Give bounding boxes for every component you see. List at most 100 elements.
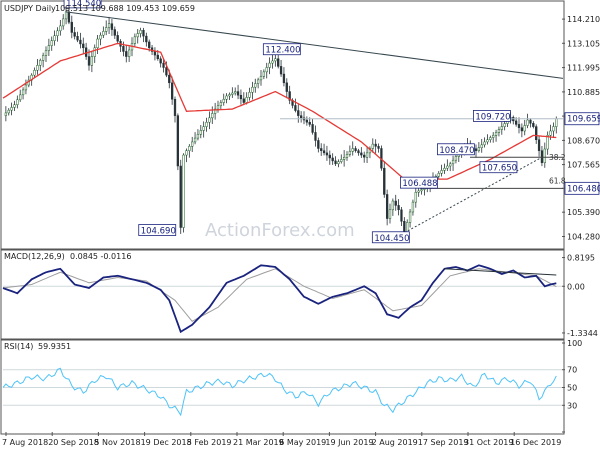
x-tick-label: 7 Aug 2018 — [2, 438, 48, 447]
macd-trendline — [444, 268, 557, 276]
candle-body — [254, 83, 257, 88]
annotation-box — [371, 231, 410, 244]
candle-body — [282, 73, 286, 84]
candle-body — [297, 110, 300, 116]
candle-body — [225, 95, 228, 100]
candle-body — [219, 102, 223, 107]
candle-body — [546, 135, 549, 150]
candle-body — [99, 34, 102, 40]
candle-body — [408, 211, 412, 223]
level-label: 106.480 — [567, 184, 600, 194]
candle-body — [406, 222, 409, 234]
candle-body — [317, 140, 320, 149]
level-label-box — [564, 181, 600, 195]
candle-body — [251, 86, 254, 93]
candle-body — [417, 190, 420, 193]
candle-body — [176, 115, 180, 167]
candle-body — [451, 159, 455, 165]
candle-body — [96, 38, 99, 49]
candle-body — [10, 107, 13, 111]
annotation-label: 114.540 — [66, 0, 101, 9]
candle-body — [480, 144, 483, 149]
candle-body — [142, 30, 145, 37]
candle-body — [268, 62, 271, 68]
candle-body — [383, 167, 386, 195]
candle-body — [325, 152, 329, 156]
candle-body — [16, 99, 19, 105]
candle-body — [122, 46, 125, 52]
rsi-y-tick-label: 100 — [567, 339, 582, 348]
price-y-tick-label: 111.995 — [567, 64, 600, 73]
candle-body — [165, 67, 168, 76]
candle-body — [36, 65, 39, 71]
candle-body — [216, 105, 220, 110]
candle-body — [532, 123, 535, 127]
candle-body — [351, 148, 354, 152]
candle-body — [82, 43, 85, 49]
candle-body — [446, 165, 449, 169]
price-title: USDJPY Daily — [4, 4, 56, 13]
watermark: ActionForex.com — [205, 220, 355, 241]
rsi-y-tick-label: 50 — [567, 384, 577, 393]
candle-body — [503, 123, 506, 127]
candle-body — [489, 137, 492, 140]
candle-body — [191, 141, 194, 147]
candle-body — [153, 51, 157, 56]
candle-body — [145, 35, 148, 43]
macd-line — [2, 264, 557, 334]
candle-body — [19, 94, 22, 101]
candle-body — [523, 125, 526, 132]
annotation-label: 107.650 — [482, 164, 517, 174]
candle-body — [337, 161, 340, 165]
candle-body — [116, 35, 119, 42]
candle-body — [188, 146, 191, 151]
x-tick-label: 19 Dec 2018 — [141, 438, 192, 447]
candle-body — [328, 154, 331, 159]
candle-body — [285, 82, 288, 92]
level-label: 109.659 — [567, 115, 600, 125]
annotation-box — [63, 0, 102, 9]
macd-y-tick-label: 0.8195 — [567, 254, 595, 263]
candle-body — [222, 98, 225, 103]
candle-body — [39, 60, 42, 66]
candle-body — [168, 74, 171, 84]
candle-body — [185, 150, 188, 156]
price-y-tick-label: 114.210 — [567, 15, 600, 24]
rsi-y-tick-label: 70 — [567, 366, 577, 375]
price-y-tick-label: 110.885 — [567, 88, 600, 97]
candle-body — [33, 69, 36, 76]
candle-body — [397, 205, 400, 211]
candle-body — [170, 82, 174, 100]
candle-body — [173, 98, 177, 116]
candle-body — [517, 124, 521, 128]
candle-body — [47, 45, 51, 51]
candle-body — [70, 21, 73, 33]
candle-body — [262, 71, 266, 77]
candle-body — [41, 55, 45, 61]
annotation-box — [472, 110, 511, 122]
candle-body — [474, 148, 478, 151]
candle-body — [440, 170, 443, 174]
support-trendline — [404, 156, 543, 234]
rsi-y-tick-label: 30 — [567, 401, 577, 410]
candle-body — [205, 121, 208, 127]
rsi-title: RSI(14) — [4, 342, 33, 351]
candle-body — [308, 121, 311, 125]
candle-body — [299, 115, 303, 119]
candle-body — [526, 119, 529, 126]
candle-body — [543, 148, 546, 163]
candle-body — [159, 58, 162, 64]
grid-layer — [3, 18, 565, 436]
candle-body — [62, 18, 65, 27]
candle-body — [277, 58, 280, 67]
candle-body — [311, 124, 314, 133]
x-tick-label: 6 May 2019 — [279, 438, 326, 447]
candle-body — [139, 30, 142, 34]
candle-body — [50, 40, 53, 46]
macd-y-tick-label: 0.00 — [567, 282, 585, 291]
candle-body — [213, 108, 217, 114]
candle-body — [342, 156, 346, 160]
candle-body — [156, 54, 159, 59]
annotation-label: 112.400 — [265, 46, 300, 56]
candle-body — [500, 126, 503, 130]
